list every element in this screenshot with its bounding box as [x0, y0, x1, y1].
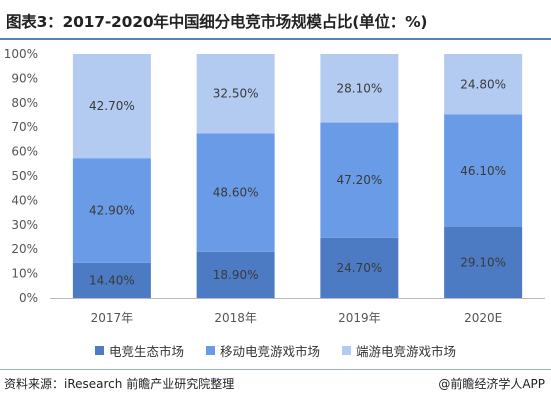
- legend-item-pc: 端游电竞游戏市场: [342, 341, 456, 360]
- y-tick-label: 30%: [11, 218, 38, 232]
- bar-segment: [444, 226, 523, 298]
- data-label: 47.20%: [336, 173, 382, 187]
- bar-segment: [320, 122, 399, 238]
- legend-label: 电竞生态市场: [108, 344, 184, 359]
- bar-segment: [72, 262, 151, 298]
- x-axis: 2017年 2018年 2019年 2020E: [91, 311, 503, 325]
- bar-segment: [444, 54, 523, 115]
- legend-swatch: [342, 346, 351, 355]
- stacked-bar-chart: 0% 10% 20% 30% 40% 50% 60% 70% 80% 90% 100% 14.40%…: [4, 47, 545, 325]
- y-tick-label: 20%: [11, 242, 38, 256]
- y-tick-label: 100%: [4, 47, 38, 61]
- y-tick-label: 60%: [11, 145, 38, 159]
- x-tick-label: 2020E: [464, 311, 502, 325]
- y-tick-label: 50%: [11, 169, 38, 183]
- data-label: 24.70%: [336, 261, 382, 275]
- data-label: 48.60%: [213, 186, 259, 200]
- bar-segment: [444, 114, 523, 227]
- bar-segment: [72, 158, 151, 263]
- bar-segment: [196, 251, 275, 298]
- data-label: 46.10%: [460, 164, 506, 178]
- bar-segment: [196, 133, 275, 252]
- y-tick-label: 70%: [11, 120, 38, 134]
- brand-credit: @前瞻经济学人APP: [438, 377, 545, 391]
- data-label: 18.90%: [213, 268, 259, 282]
- data-label: 29.10%: [460, 255, 506, 269]
- y-tick-label: 80%: [11, 96, 38, 110]
- legend-label: 移动电竞游戏市场: [219, 344, 320, 359]
- y-tick-label: 90%: [11, 71, 38, 85]
- legend: 电竞生态市场 移动电竞游戏市场 端游电竞游戏市场: [0, 341, 551, 360]
- bar-segment: [320, 237, 399, 298]
- legend-swatch: [94, 346, 104, 355]
- y-axis: 0% 10% 20% 30% 40% 50% 60% 70% 80% 90% 100%: [4, 47, 38, 305]
- bar-segment: [320, 54, 399, 123]
- legend-swatch: [205, 346, 215, 355]
- bars: 14.40% 42.90% 42.70% 18.90% 48.60% 32.50% 24.7…: [72, 54, 523, 298]
- data-label: 28.10%: [336, 81, 382, 95]
- data-label: 32.50%: [213, 87, 259, 101]
- bar-segment: [72, 54, 151, 159]
- chart-title: 图表3：2017-2020年中国细分电竞市场规模占比(单位：%): [6, 13, 428, 31]
- data-label: 42.70%: [89, 99, 135, 113]
- legend-item-ecosystem: 电竞生态市场: [94, 341, 184, 360]
- legend-item-mobile: 移动电竞游戏市场: [205, 341, 320, 360]
- source-divider: [0, 369, 551, 370]
- x-tick-label: 2019年: [338, 311, 381, 325]
- y-tick-label: 0%: [19, 291, 38, 305]
- data-label: 14.40%: [89, 273, 135, 287]
- x-tick-label: 2017年: [91, 311, 134, 325]
- title-divider: [0, 38, 551, 40]
- legend-label: 端游电竞游戏市场: [356, 344, 457, 359]
- y-tick-label: 10%: [11, 267, 38, 281]
- bar-segment: [196, 54, 275, 134]
- data-label: 42.90%: [89, 204, 135, 218]
- y-tick-label: 40%: [11, 193, 38, 207]
- source-note: 资料来源：iResearch 前瞻产业研究院整理: [4, 377, 235, 391]
- x-tick-label: 2018年: [214, 311, 257, 325]
- data-label: 24.80%: [460, 77, 506, 91]
